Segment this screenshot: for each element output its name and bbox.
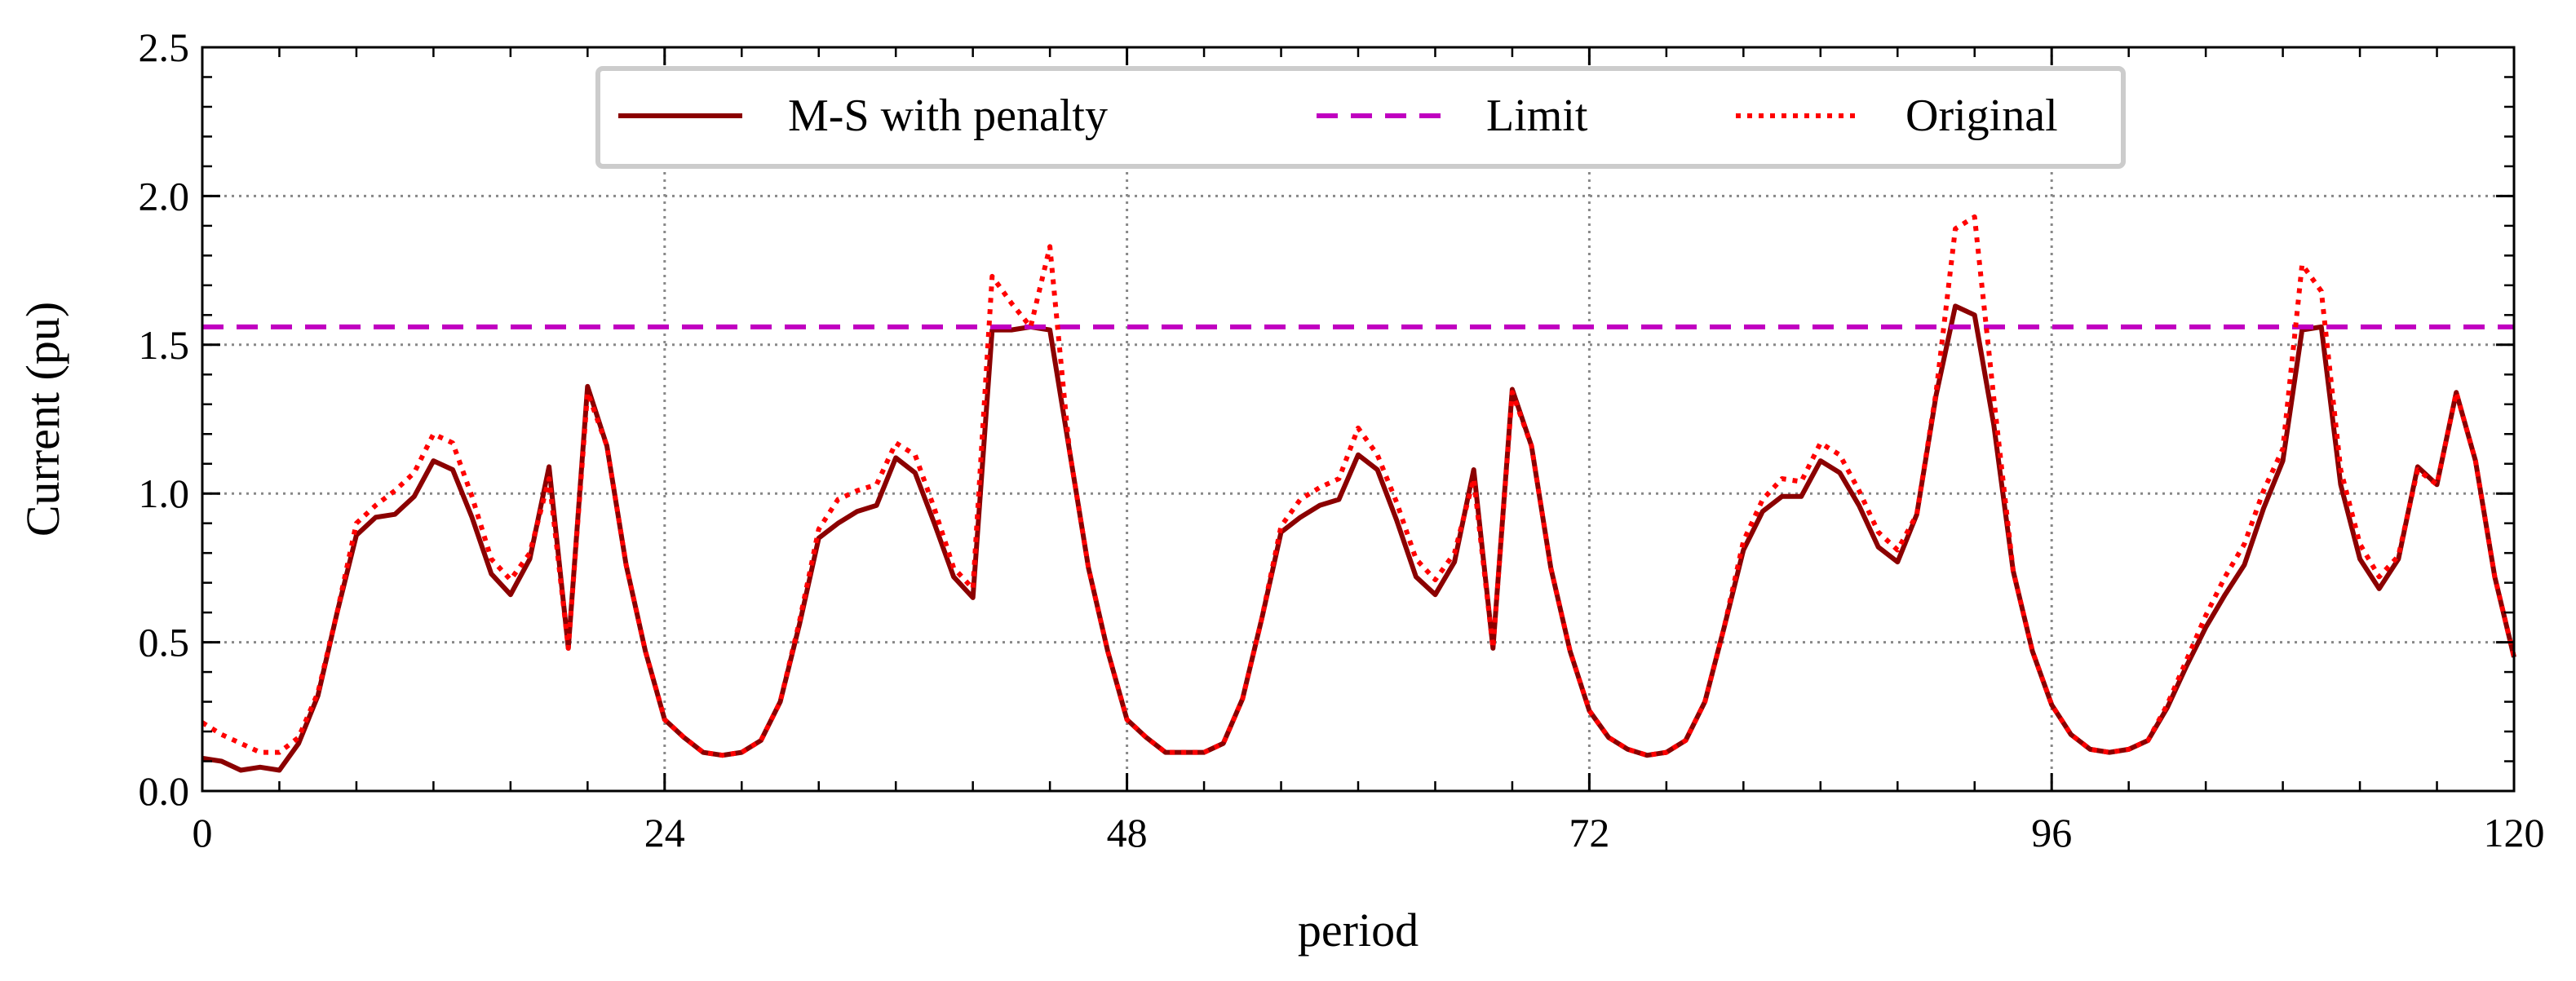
y-tick-label: 0.5 xyxy=(139,620,190,665)
series-line-m-s-with-penalty xyxy=(201,303,2516,773)
y-tick-label: 1.5 xyxy=(139,322,190,368)
legend-label: Original xyxy=(1905,91,2058,141)
legend: M-S with penalty Limit Original xyxy=(595,66,2126,169)
x-axis-label: period xyxy=(1298,904,1419,957)
x-tick-label: 96 xyxy=(2031,810,2072,855)
y-tick-label: 2.5 xyxy=(139,24,190,70)
y-tick-label: 0.0 xyxy=(139,768,190,814)
y-tick-label: 2.0 xyxy=(139,173,190,219)
series-line-original xyxy=(201,214,2516,758)
series-layer xyxy=(201,214,2516,773)
x-tick-label: 48 xyxy=(1107,810,1148,855)
legend-label: M-S with penalty xyxy=(788,91,1108,141)
x-tick-label: 0 xyxy=(193,810,213,855)
x-tick-label: 72 xyxy=(1569,810,1609,855)
legend-label: Limit xyxy=(1486,91,1588,141)
y-tick-label: 1.0 xyxy=(139,471,190,516)
tick-labels: 0 24 48 72 96 120 0.0 0.5 1.0 1.5 2.0 2.5 xyxy=(139,24,2545,855)
axis-ticks xyxy=(201,46,2516,793)
x-tick-label: 24 xyxy=(644,810,685,855)
y-axis-label: Current (pu) xyxy=(16,302,69,537)
x-tick-label: 120 xyxy=(2484,810,2545,855)
